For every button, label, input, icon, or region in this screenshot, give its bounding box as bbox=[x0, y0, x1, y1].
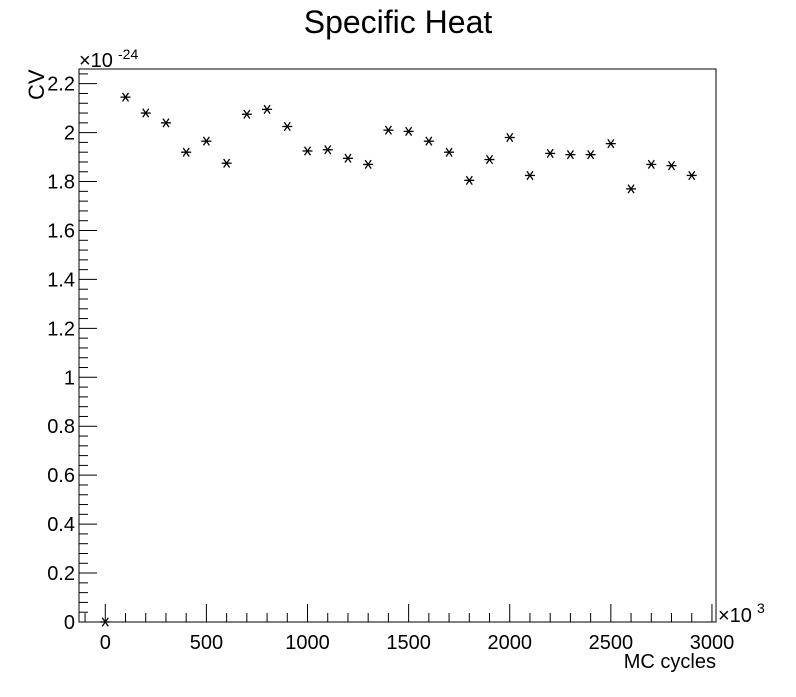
x-tick-label: 2500 bbox=[589, 632, 634, 654]
data-point bbox=[342, 153, 353, 163]
data-point bbox=[464, 175, 475, 185]
y-tick-label: 1 bbox=[64, 367, 75, 389]
data-point bbox=[666, 161, 677, 171]
y-axis: 0 0.2 0.4 0.6 0.8 1 1.2 1.4 1.6 1.8 2 2.2 bbox=[47, 73, 97, 634]
data-point bbox=[545, 148, 556, 159]
data-point bbox=[221, 158, 232, 168]
data-point bbox=[605, 139, 616, 149]
y-tick-label: 0.4 bbox=[47, 514, 75, 536]
data-point bbox=[282, 121, 293, 132]
data-point bbox=[383, 125, 394, 135]
data-point bbox=[646, 159, 657, 170]
data-point bbox=[100, 617, 111, 627]
y-multiplier-base: ×10 bbox=[79, 50, 113, 72]
data-series bbox=[100, 92, 697, 627]
data-point bbox=[585, 150, 596, 160]
data-point bbox=[504, 132, 515, 143]
y-tick-label: 0 bbox=[64, 612, 75, 634]
x-multiplier-exponent: 3 bbox=[757, 600, 765, 616]
data-point bbox=[322, 145, 333, 155]
data-point bbox=[484, 154, 495, 165]
x-axis: 0 500 1000 1500 2000 2500 3000 bbox=[84, 604, 735, 654]
data-point bbox=[302, 146, 313, 156]
x-tick-label: 500 bbox=[190, 632, 223, 654]
y-multiplier-exponent: -24 bbox=[118, 46, 138, 62]
y-multiplier: ×10 -24 bbox=[79, 46, 138, 72]
data-point bbox=[524, 170, 535, 181]
plot-frame bbox=[78, 68, 717, 623]
x-tick-label: 3000 bbox=[690, 632, 735, 654]
x-axis-label: MC cycles bbox=[624, 651, 716, 673]
y-tick-label: 2 bbox=[64, 123, 75, 145]
data-point bbox=[423, 136, 434, 146]
data-point bbox=[363, 159, 374, 170]
x-tick-label: 1500 bbox=[386, 632, 431, 654]
data-point bbox=[686, 170, 697, 181]
y-tick-label: 1.8 bbox=[47, 172, 75, 194]
x-multiplier: ×10 3 bbox=[718, 600, 765, 627]
data-point bbox=[160, 118, 171, 128]
x-tick-label: 2000 bbox=[487, 632, 532, 654]
data-point bbox=[403, 126, 414, 137]
data-point bbox=[201, 136, 212, 146]
chart-title: Specific Heat bbox=[304, 4, 493, 40]
data-point bbox=[241, 109, 252, 119]
x-tick-label: 1000 bbox=[285, 632, 330, 654]
y-tick-label: 1.6 bbox=[47, 220, 75, 242]
data-point bbox=[181, 147, 192, 157]
y-tick-label: 1.2 bbox=[47, 318, 75, 340]
y-tick-label: 0.8 bbox=[47, 416, 75, 438]
y-tick-label: 1.4 bbox=[47, 269, 75, 291]
data-point bbox=[626, 184, 637, 194]
x-tick-label: 0 bbox=[100, 632, 111, 654]
y-axis-label: CV bbox=[24, 69, 49, 100]
y-tick-label: 0.6 bbox=[47, 465, 75, 487]
data-point bbox=[262, 104, 273, 114]
x-multiplier-base: ×10 bbox=[718, 605, 752, 627]
data-point bbox=[565, 150, 576, 160]
data-point bbox=[140, 108, 151, 118]
y-tick-label: 0.2 bbox=[47, 563, 75, 585]
data-point bbox=[444, 147, 455, 157]
y-tick-label: 2.2 bbox=[47, 74, 75, 96]
data-point bbox=[120, 92, 131, 102]
